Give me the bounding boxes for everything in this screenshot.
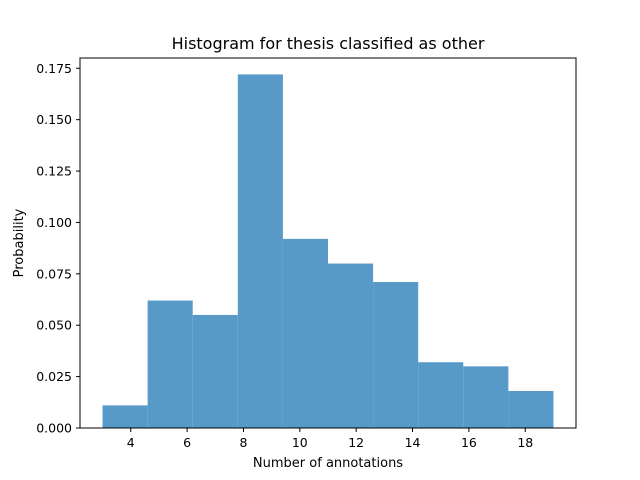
histogram-bar [463, 366, 509, 428]
y-axis-label: Probability [12, 208, 27, 277]
histogram-bar [102, 405, 148, 428]
x-axis-ticks: 4 6 8 10 12 14 16 18 [127, 428, 533, 450]
y-tick-label: 0.025 [36, 369, 72, 384]
y-tick-label: 0.150 [36, 112, 72, 127]
histogram-bar [508, 391, 554, 428]
y-axis-ticks: 0.000 0.025 0.050 0.075 0.100 0.125 0.150 0.175 [36, 61, 80, 436]
x-tick-label: 10 [292, 435, 308, 450]
plot-frame [79, 57, 577, 429]
y-tick-label: 0.100 [36, 215, 72, 230]
histogram-bar [192, 314, 238, 428]
x-axis-label: Number of annotations [253, 456, 403, 471]
y-tick-label: 0.000 [36, 421, 72, 436]
x-tick-label: 14 [405, 435, 421, 450]
chart-title: Histogram for thesis classified as other [172, 34, 485, 53]
histogram-bar [373, 282, 419, 428]
x-tick-label: 12 [348, 435, 364, 450]
x-tick-label: 18 [517, 435, 533, 450]
x-tick-label: 16 [461, 435, 477, 450]
y-tick-label: 0.075 [36, 266, 72, 281]
bars-group [102, 74, 554, 428]
histogram-bar [237, 74, 283, 428]
x-tick-label: 4 [127, 435, 135, 450]
histogram-bar [147, 300, 193, 428]
y-tick-label: 0.175 [36, 61, 72, 76]
histogram-bar [418, 362, 464, 428]
x-tick-label: 6 [183, 435, 191, 450]
histogram-bar [282, 238, 328, 428]
y-tick-label: 0.050 [36, 318, 72, 333]
y-tick-label: 0.125 [36, 164, 72, 179]
x-tick-label: 8 [239, 435, 247, 450]
histogram-bar [328, 263, 374, 428]
